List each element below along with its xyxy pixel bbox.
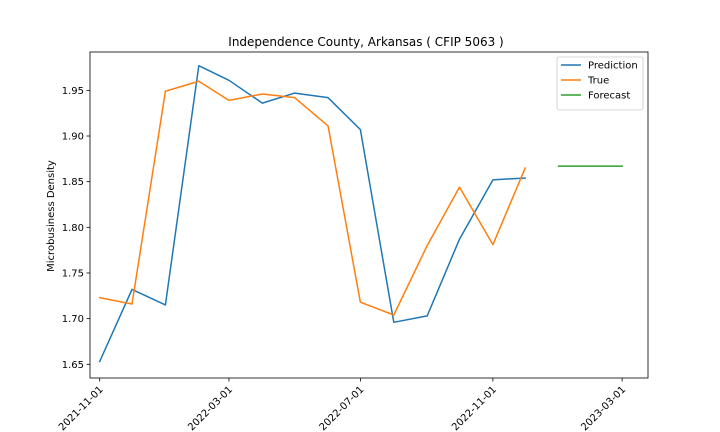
x-tick-label: 2022-11-01 [450,384,499,432]
y-tick-label: 1.65 [62,360,84,371]
y-tick-label: 1.75 [62,268,84,279]
x-tick-label: 2021-11-01 [57,384,106,432]
x-tick-label: 2023-03-01 [579,384,628,432]
x-tick-label: 2022-03-01 [186,384,235,432]
y-tick-label: 1.70 [62,314,84,325]
plot-frame [89,51,649,379]
legend-box [556,56,644,111]
x-tick-label: 2022-07-01 [318,384,367,432]
series-line-true [98,80,527,316]
plot-area [98,64,623,363]
chart-title: Independence County, Arkansas ( CFIP 506… [228,35,503,49]
legend-label-prediction: Prediction [588,61,638,72]
series-line-prediction [98,64,526,363]
axes: 1.65 1.70 1.75 1.80 1.85 1.90 1.95 2021-11-01 20… [57,86,628,432]
y-tick-label: 1.90 [62,132,84,143]
legend-label-true: True [587,76,609,87]
y-tick-label: 1.80 [62,223,84,234]
legend: Prediction True Forecast [556,56,644,111]
legend-label-forecast: Forecast [588,91,630,102]
y-tick-label: 1.95 [62,86,84,97]
y-tick-label: 1.85 [62,177,84,188]
y-axis-label: Microbusiness Density [46,160,57,272]
